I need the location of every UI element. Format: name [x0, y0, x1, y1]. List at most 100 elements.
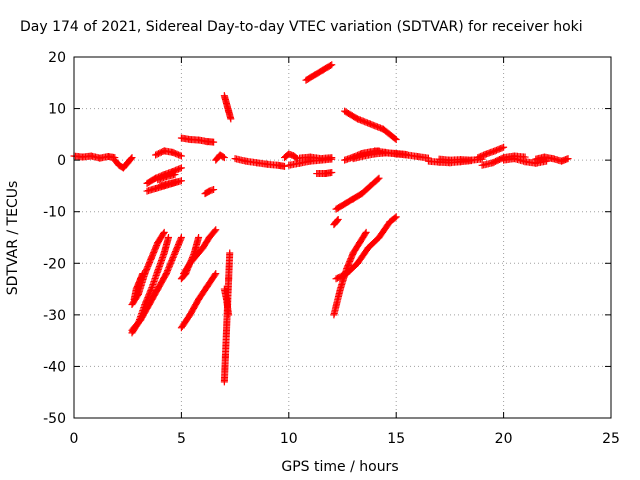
data-series-segment — [130, 270, 147, 303]
x-tick-label: 15 — [387, 431, 405, 447]
data-series-segment — [371, 147, 432, 162]
data-series-segment — [532, 153, 572, 165]
data-point — [374, 175, 382, 183]
data-point — [127, 155, 135, 163]
data-point — [173, 178, 181, 186]
data-point — [500, 143, 508, 151]
data-series-segment — [70, 152, 119, 162]
data-series-segment — [201, 186, 218, 198]
data-point — [281, 162, 289, 170]
data-point — [362, 228, 370, 236]
data-point — [498, 144, 506, 152]
data-series-segment — [341, 107, 400, 144]
data-point — [361, 230, 369, 238]
data-point — [171, 171, 179, 179]
data-series-segment — [231, 155, 289, 170]
data-series-segment — [313, 169, 336, 178]
data-point — [212, 270, 220, 278]
data-point — [170, 252, 178, 260]
data-point — [564, 155, 572, 163]
x-tick-label: 5 — [177, 431, 186, 447]
x-tick-label: 10 — [280, 431, 298, 447]
data-series-segment — [220, 249, 234, 386]
data-series-segment — [156, 178, 181, 190]
data-point — [160, 228, 168, 236]
data-point — [163, 268, 171, 276]
y-tick-label: 0 — [57, 153, 66, 169]
y-tick-label: 10 — [48, 102, 66, 118]
data-point — [328, 169, 336, 177]
data-point — [226, 249, 234, 257]
data-point — [225, 311, 233, 319]
data-point — [165, 234, 173, 241]
data-series-segment — [212, 151, 228, 164]
data-point — [169, 255, 177, 263]
data-point — [162, 270, 170, 278]
data-point — [334, 215, 342, 223]
data-point — [159, 230, 167, 238]
data-series-segment — [128, 234, 185, 334]
data-point — [328, 154, 336, 162]
data-points — [70, 61, 572, 386]
data-series-segment — [154, 171, 179, 184]
data-point — [333, 216, 341, 224]
data-point — [139, 270, 147, 278]
data-point — [333, 217, 341, 225]
data-point — [219, 153, 227, 161]
data-series-segment — [220, 285, 233, 319]
data-point — [167, 258, 175, 266]
y-tick-label: -20 — [43, 256, 66, 272]
data-point — [169, 253, 177, 261]
x-tick-label: 25 — [602, 431, 620, 447]
chart-title: Day 174 of 2021, Sidereal Day-to-day VTE… — [20, 19, 583, 35]
data-point — [210, 138, 218, 146]
data-point — [375, 174, 383, 182]
data-point — [167, 259, 175, 267]
y-tick-label: 20 — [48, 50, 66, 66]
data-series-segment — [332, 174, 383, 213]
data-series-segment — [332, 213, 400, 283]
x-tick-label: 20 — [495, 431, 513, 447]
data-point — [165, 264, 173, 272]
x-tick-label: 0 — [70, 431, 79, 447]
data-point — [166, 261, 174, 269]
data-point — [128, 154, 136, 162]
data-point — [164, 267, 172, 275]
data-series-segment — [220, 92, 235, 123]
data-point — [177, 152, 185, 160]
data-series-segment — [296, 153, 336, 163]
y-tick-label: -30 — [43, 308, 66, 324]
data-series-segment — [177, 270, 220, 332]
data-series-segment — [180, 226, 220, 278]
data-point — [195, 234, 203, 241]
data-point — [392, 136, 400, 144]
data-point — [327, 61, 335, 69]
data-point — [211, 271, 219, 279]
y-axis-label: SDTVAR / TECUs — [5, 181, 21, 296]
data-series-segment — [330, 215, 342, 229]
data-point — [211, 227, 219, 235]
data-point — [212, 226, 220, 234]
data-point — [165, 262, 173, 270]
data-series-segment — [177, 134, 218, 146]
y-tick-label: -10 — [43, 205, 66, 221]
data-point — [177, 164, 185, 172]
data-point — [176, 164, 184, 172]
y-tick-label: -50 — [43, 411, 66, 427]
axis-ticks: 0 5 10 15 20 25 -50 -40 -30 -20 -10 0 10 20 — [43, 50, 620, 447]
data-point — [328, 61, 336, 69]
y-tick-label: -40 — [43, 359, 66, 375]
data-point — [391, 214, 399, 222]
data-series-segment — [474, 143, 508, 162]
data-series-segment — [302, 61, 336, 84]
data-point — [168, 256, 176, 264]
data-series-segment — [435, 155, 486, 164]
data-point — [164, 265, 172, 273]
data-point — [177, 234, 185, 241]
data-series-segment — [152, 147, 185, 160]
data-point — [177, 177, 185, 185]
data-point — [391, 135, 399, 143]
data-point — [210, 186, 218, 194]
data-point — [392, 213, 400, 221]
